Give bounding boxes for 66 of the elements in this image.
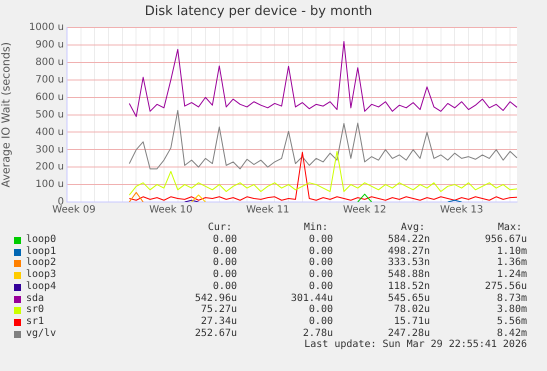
- text: 542.96u: [194, 292, 237, 304]
- text: 0.00: [212, 257, 237, 270]
- text: Cur:: [208, 222, 232, 234]
- text: 5.56m: [496, 316, 527, 328]
- text: 0.00: [308, 269, 333, 282]
- text: 0.00: [308, 280, 333, 293]
- legend-label: sr1: [26, 316, 44, 328]
- text: 75.27u: [200, 304, 237, 316]
- text: 0.00: [308, 257, 333, 270]
- text: Last update: Sun Mar 29 22:55:41 2026: [304, 339, 527, 352]
- y-tick-label: 900 u: [35, 40, 64, 51]
- text: 956.67u: [484, 234, 527, 246]
- text: 0.00: [212, 280, 237, 293]
- x-tick-label: Week 10: [149, 204, 192, 216]
- y-tick-label: 700 u: [35, 74, 64, 86]
- text: 0.00: [308, 234, 333, 246]
- text: 0.00: [212, 269, 237, 282]
- legend-label: sr0: [26, 304, 44, 316]
- text: 8.73m: [496, 292, 527, 304]
- text: 275.56u: [484, 280, 527, 293]
- text: 1.10m: [496, 246, 527, 258]
- text: 548.88n: [388, 269, 430, 282]
- text: Avg:: [400, 222, 425, 234]
- legend-label: loop2: [26, 257, 56, 269]
- text: 333.53n: [388, 257, 430, 270]
- text: 1.36m: [496, 257, 527, 270]
- text: 545.65u: [388, 292, 430, 304]
- y-axis-title: Average IO Wait (seconds): [0, 42, 12, 188]
- legend-label: sda: [26, 292, 44, 304]
- y-tick-label: 300 u: [35, 144, 64, 156]
- text: 0.00: [308, 304, 333, 316]
- text: 2.78u: [302, 328, 333, 340]
- chart-title: Disk latency per device - by month: [144, 4, 372, 20]
- text: 584.22n: [388, 234, 430, 246]
- y-tick-label: 400 u: [35, 126, 64, 138]
- legend-label: loop4: [26, 280, 56, 293]
- text: Max:: [498, 222, 522, 234]
- text: 247.28u: [388, 328, 430, 340]
- text: 27.34u: [200, 316, 237, 328]
- text: 498.27n: [388, 246, 430, 258]
- legend-label: loop0: [26, 234, 56, 246]
- y-tick-label: 500 u: [35, 109, 64, 120]
- text: 118.52n: [388, 280, 430, 293]
- y-tick-label: 600 u: [35, 92, 64, 103]
- text: 1.24m: [496, 269, 527, 282]
- text: 0.00: [212, 234, 237, 246]
- legend-label: loop3: [26, 269, 56, 281]
- text: 0.00: [308, 316, 333, 328]
- text: 0.00: [212, 246, 237, 258]
- x-tick-label: Week 11: [246, 204, 290, 216]
- text: 15.71u: [394, 316, 430, 328]
- y-tick-label: 1000 u: [29, 22, 64, 34]
- text: 252.67u: [194, 328, 237, 340]
- x-tick-label: Week 12: [343, 204, 386, 216]
- text: 3.80m: [496, 304, 527, 316]
- text: Min:: [304, 222, 328, 234]
- text: 8.42m: [496, 328, 527, 340]
- legend-label: loop1: [26, 246, 56, 257]
- text: 0.00: [308, 246, 333, 258]
- y-tick-label: 200 u: [35, 162, 64, 173]
- y-tick-label: 100 u: [35, 179, 64, 190]
- text: 78.02u: [394, 304, 430, 316]
- x-tick-label: Week 13: [440, 204, 484, 216]
- legend-label: vg/lv: [26, 328, 56, 340]
- y-tick-label: 800 u: [35, 57, 64, 68]
- text: 301.44u: [290, 292, 333, 304]
